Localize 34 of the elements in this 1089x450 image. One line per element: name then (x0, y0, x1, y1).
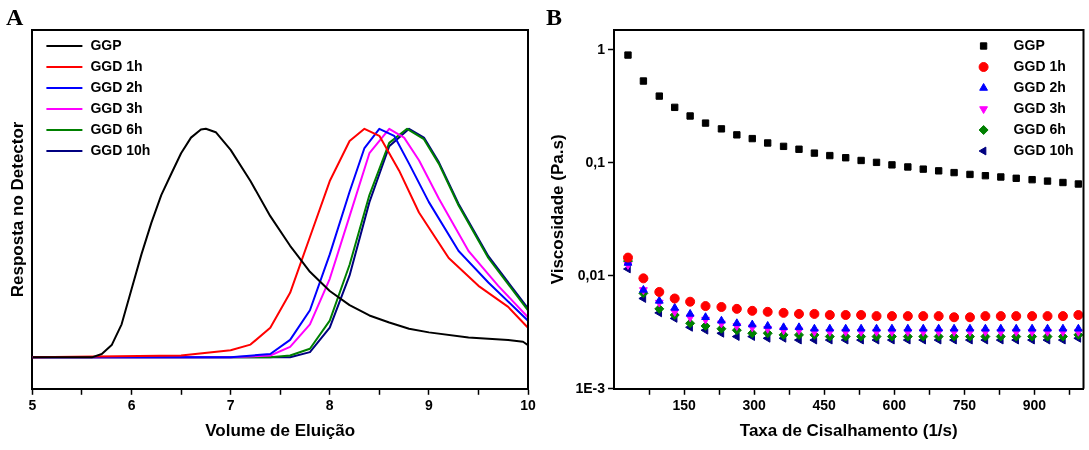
legend-label: GGP (90, 36, 122, 53)
legend-label: GGD 1h (1013, 57, 1066, 74)
legend-label: GGD 6h (1013, 120, 1066, 137)
x-tick-label: 750 (952, 397, 977, 414)
legend-label: GGD 6h (90, 120, 143, 137)
y-tick-label: 0,1 (585, 153, 606, 170)
legend-label: GGD 2h (1013, 78, 1066, 95)
legend-label: GGP (1013, 36, 1045, 53)
x-tick-label: 600 (882, 397, 907, 414)
text: A (6, 4, 24, 31)
x-tick-label: 10 (520, 397, 536, 414)
y-tick-label: 1 (597, 40, 606, 57)
x-axis-title: Volume de Eluição (205, 421, 356, 441)
x-tick-label: 150 (672, 397, 696, 414)
legend-label: GGD 10h (1013, 141, 1074, 158)
x-tick-label: 7 (226, 397, 235, 414)
x-tick-label: 900 (1022, 397, 1047, 414)
x-tick-label: 8 (325, 397, 334, 414)
legend-label: GGD 3h (1013, 99, 1066, 116)
legend-label: GGD 1h (90, 57, 143, 74)
y-tick-label: 1E-3 (575, 379, 606, 396)
y-axis-title: Resposta no Detector (7, 121, 27, 298)
y-tick-label: 0,01 (577, 266, 606, 283)
x-tick-label: 9 (424, 397, 433, 414)
x-tick-label: 5 (28, 397, 37, 414)
legend-label: GGD 10h (90, 141, 151, 158)
text: B (546, 4, 563, 31)
x-axis-title: Taxa de Cisalhamento (1/s) (739, 421, 958, 441)
y-axis-title: Viscosidade (Pa.s) (547, 134, 567, 285)
x-tick-label: 300 (742, 397, 767, 414)
legend-label: GGD 3h (90, 99, 143, 116)
x-tick-label: 450 (812, 397, 837, 414)
x-tick-label: 6 (127, 397, 136, 414)
legend-label: GGD 2h (90, 78, 143, 95)
